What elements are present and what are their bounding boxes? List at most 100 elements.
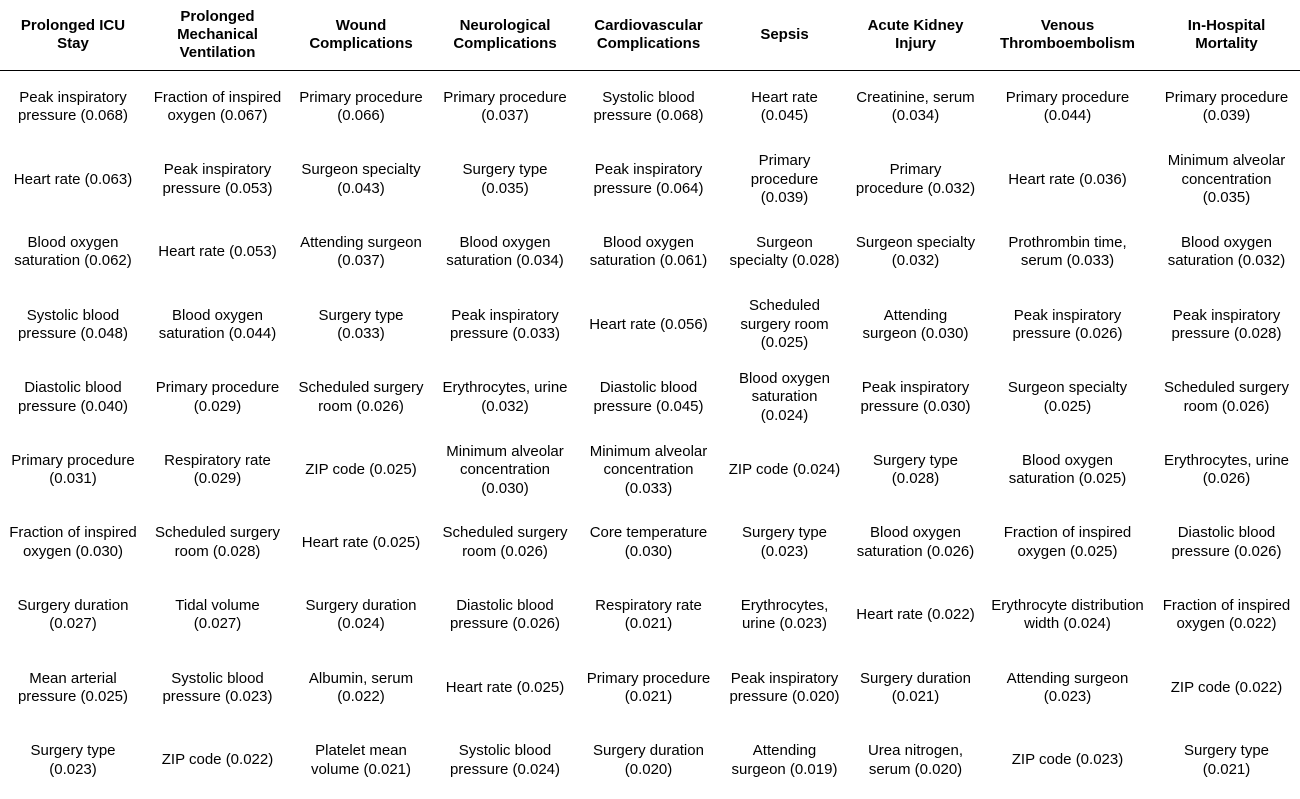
table-cell: Primary procedure (0.021) xyxy=(586,669,711,706)
table-cell: Diastolic blood pressure (0.026) xyxy=(1171,524,1282,560)
table-cell: Core temperature (0.030) xyxy=(589,524,708,560)
table-cell: Blood oxygen saturation (0.025) xyxy=(1008,451,1127,488)
table-cell: Surgery duration (0.020) xyxy=(593,742,704,778)
table-cell: Diastolic blood pressure (0.026) xyxy=(449,596,561,633)
table-cell: Systolic blood pressure (0.048) xyxy=(17,306,129,343)
table-row: Heart rate (0.063) Peak inspiratory press… xyxy=(0,144,1300,217)
table-cell: Erythrocytes, urine (0.026) xyxy=(1163,451,1290,488)
column-header: Acute Kidney Injury xyxy=(849,0,982,71)
table-cell: Respiratory rate (0.021) xyxy=(595,596,702,633)
table-cell: Mean arterial pressure (0.025) xyxy=(17,669,129,706)
table-cell: Primary procedure (0.039) xyxy=(1164,88,1289,125)
table-cell: Surgeon specialty (0.028) xyxy=(729,233,840,270)
table-cell: Attending surgeon (0.023) xyxy=(1006,669,1129,706)
table-cell: Heart rate (0.022) xyxy=(856,606,975,624)
table-cell: Heart rate (0.045) xyxy=(751,88,818,125)
column-header: Neurological Complications xyxy=(433,0,577,71)
column-header: Wound Complications xyxy=(289,0,433,71)
table-cell: ZIP code (0.025) xyxy=(305,461,417,479)
table-cell: Surgery type (0.023) xyxy=(30,742,116,778)
table-cell: Peak inspiratory pressure (0.053) xyxy=(162,161,273,197)
table-cell: Tidal volume (0.027) xyxy=(175,596,260,633)
column-header: In-Hospital Mortality xyxy=(1153,0,1300,71)
table-cell: Blood oxygen saturation (0.032) xyxy=(1167,233,1286,270)
table-cell: Surgery type (0.033) xyxy=(318,306,404,343)
table-cell: Peak inspiratory pressure (0.028) xyxy=(1171,306,1282,343)
table-cell: Attending surgeon (0.019) xyxy=(731,742,838,778)
table-cell: Blood oxygen saturation (0.026) xyxy=(856,524,975,560)
table-cell: Systolic blood pressure (0.068) xyxy=(593,88,704,125)
table-cell: Systolic blood pressure (0.024) xyxy=(449,742,561,778)
table-row: Surgery type (0.023) ZIP code (0.022) Plat… xyxy=(0,724,1300,797)
table-cell: Peak inspiratory pressure (0.030) xyxy=(860,379,971,415)
table-cell: Surgeon specialty (0.043) xyxy=(301,161,421,197)
table-cell: Minimum alveolar concentration (0.033) xyxy=(589,442,708,497)
table-cell: Prothrombin time, serum (0.033) xyxy=(1008,233,1127,270)
table-cell: Albumin, serum (0.022) xyxy=(308,669,414,706)
table-cell: Minimum alveolar concentration (0.035) xyxy=(1167,152,1286,207)
table-cell: Fraction of inspired oxygen (0.022) xyxy=(1162,596,1291,633)
table-cell: Blood oxygen saturation (0.062) xyxy=(14,233,132,270)
table-cell: Fraction of inspired oxygen (0.030) xyxy=(9,524,137,560)
table-cell: Primary procedure (0.066) xyxy=(299,88,423,125)
table-cell: Peak inspiratory pressure (0.033) xyxy=(449,306,561,343)
table-cell: Respiratory rate (0.029) xyxy=(164,451,271,488)
column-header: Prolonged Mechanical Ventilation xyxy=(146,0,289,71)
table-cell: Primary procedure (0.031) xyxy=(11,451,135,488)
table-cell: Platelet mean volume (0.021) xyxy=(310,742,412,778)
table-cell: Erythrocyte distribution width (0.024) xyxy=(991,596,1144,633)
table-cell: Diastolic blood pressure (0.040) xyxy=(17,379,129,415)
table-cell: Erythrocytes, urine (0.032) xyxy=(442,379,568,415)
table-cell: Heart rate (0.056) xyxy=(589,315,708,333)
table-cell: Scheduled surgery room (0.025) xyxy=(740,297,829,352)
table-cell: Heart rate (0.053) xyxy=(158,243,277,261)
table-cell: ZIP code (0.023) xyxy=(1011,751,1124,769)
table-cell: Attending surgeon (0.037) xyxy=(300,233,422,270)
column-header: Cardiovascular Complications xyxy=(577,0,720,71)
table-cell: Blood oxygen saturation (0.061) xyxy=(589,233,708,270)
table-cell: Blood oxygen saturation (0.044) xyxy=(158,306,277,343)
table-cell: Peak inspiratory pressure (0.064) xyxy=(593,161,704,197)
table-cell: Scheduled surgery room (0.026) xyxy=(442,524,568,560)
table-row: Primary procedure (0.031) Respiratory rat… xyxy=(0,434,1300,507)
table-cell: Primary procedure (0.037) xyxy=(443,88,567,125)
table-cell: Attending surgeon (0.030) xyxy=(862,306,969,343)
table-cell: ZIP code (0.022) xyxy=(1170,678,1283,696)
column-header: Prolonged ICU Stay xyxy=(0,0,146,71)
table-cell: Scheduled surgery room (0.026) xyxy=(298,379,424,415)
table-row: Blood oxygen saturation (0.062) Heart rat… xyxy=(0,216,1300,289)
table-row: Systolic blood pressure (0.048) Blood oxy… xyxy=(0,289,1300,362)
table-cell: Surgery type (0.035) xyxy=(462,161,548,197)
table-cell: Surgery duration (0.024) xyxy=(305,596,417,633)
table-cell: Surgery duration (0.027) xyxy=(17,596,129,633)
table-cell: Scheduled surgery room (0.026) xyxy=(1163,379,1290,415)
table-cell: Erythrocytes, urine (0.023) xyxy=(740,596,829,633)
table-cell: Creatinine, serum (0.034) xyxy=(856,88,975,125)
table-cell: Primary procedure (0.039) xyxy=(750,152,819,207)
table-cell: Surgeon specialty (0.032) xyxy=(855,233,976,270)
table-cell: Blood oxygen saturation (0.034) xyxy=(446,233,564,270)
table-cell: Primary procedure (0.032) xyxy=(855,161,976,197)
table-cell: Diastolic blood pressure (0.045) xyxy=(593,379,704,415)
table-cell: Fraction of inspired oxygen (0.067) xyxy=(153,88,282,125)
table-cell: Peak inspiratory pressure (0.026) xyxy=(1012,306,1123,343)
table-row: Fraction of inspired oxygen (0.030) Sched… xyxy=(0,507,1300,580)
table-cell: Peak inspiratory pressure (0.068) xyxy=(17,88,129,125)
table-cell: Primary procedure (0.029) xyxy=(155,379,280,415)
table-cell: Minimum alveolar concentration (0.030) xyxy=(446,442,564,497)
table-cell: Surgery type (0.023) xyxy=(741,524,828,560)
table-cell: Peak inspiratory pressure (0.020) xyxy=(729,669,840,706)
table-cell: Heart rate (0.025) xyxy=(445,678,565,696)
table-row: Peak inspiratory pressure (0.068) Fractio… xyxy=(0,71,1300,144)
header-row: Prolonged ICU Stay Prolonged Mechanical V… xyxy=(0,0,1300,71)
table-cell: ZIP code (0.022) xyxy=(161,751,274,769)
table-cell: Systolic blood pressure (0.023) xyxy=(162,669,273,706)
table-cell: Blood oxygen saturation (0.024) xyxy=(739,369,830,424)
column-header: Venous Thromboembolism xyxy=(982,0,1153,71)
table-cell: Surgery duration (0.021) xyxy=(860,669,971,706)
column-header: Sepsis xyxy=(720,0,849,71)
table-cell: Surgery type (0.021) xyxy=(1183,742,1270,778)
table-cell: ZIP code (0.024) xyxy=(728,461,841,479)
table-cell: Heart rate (0.063) xyxy=(13,170,133,188)
